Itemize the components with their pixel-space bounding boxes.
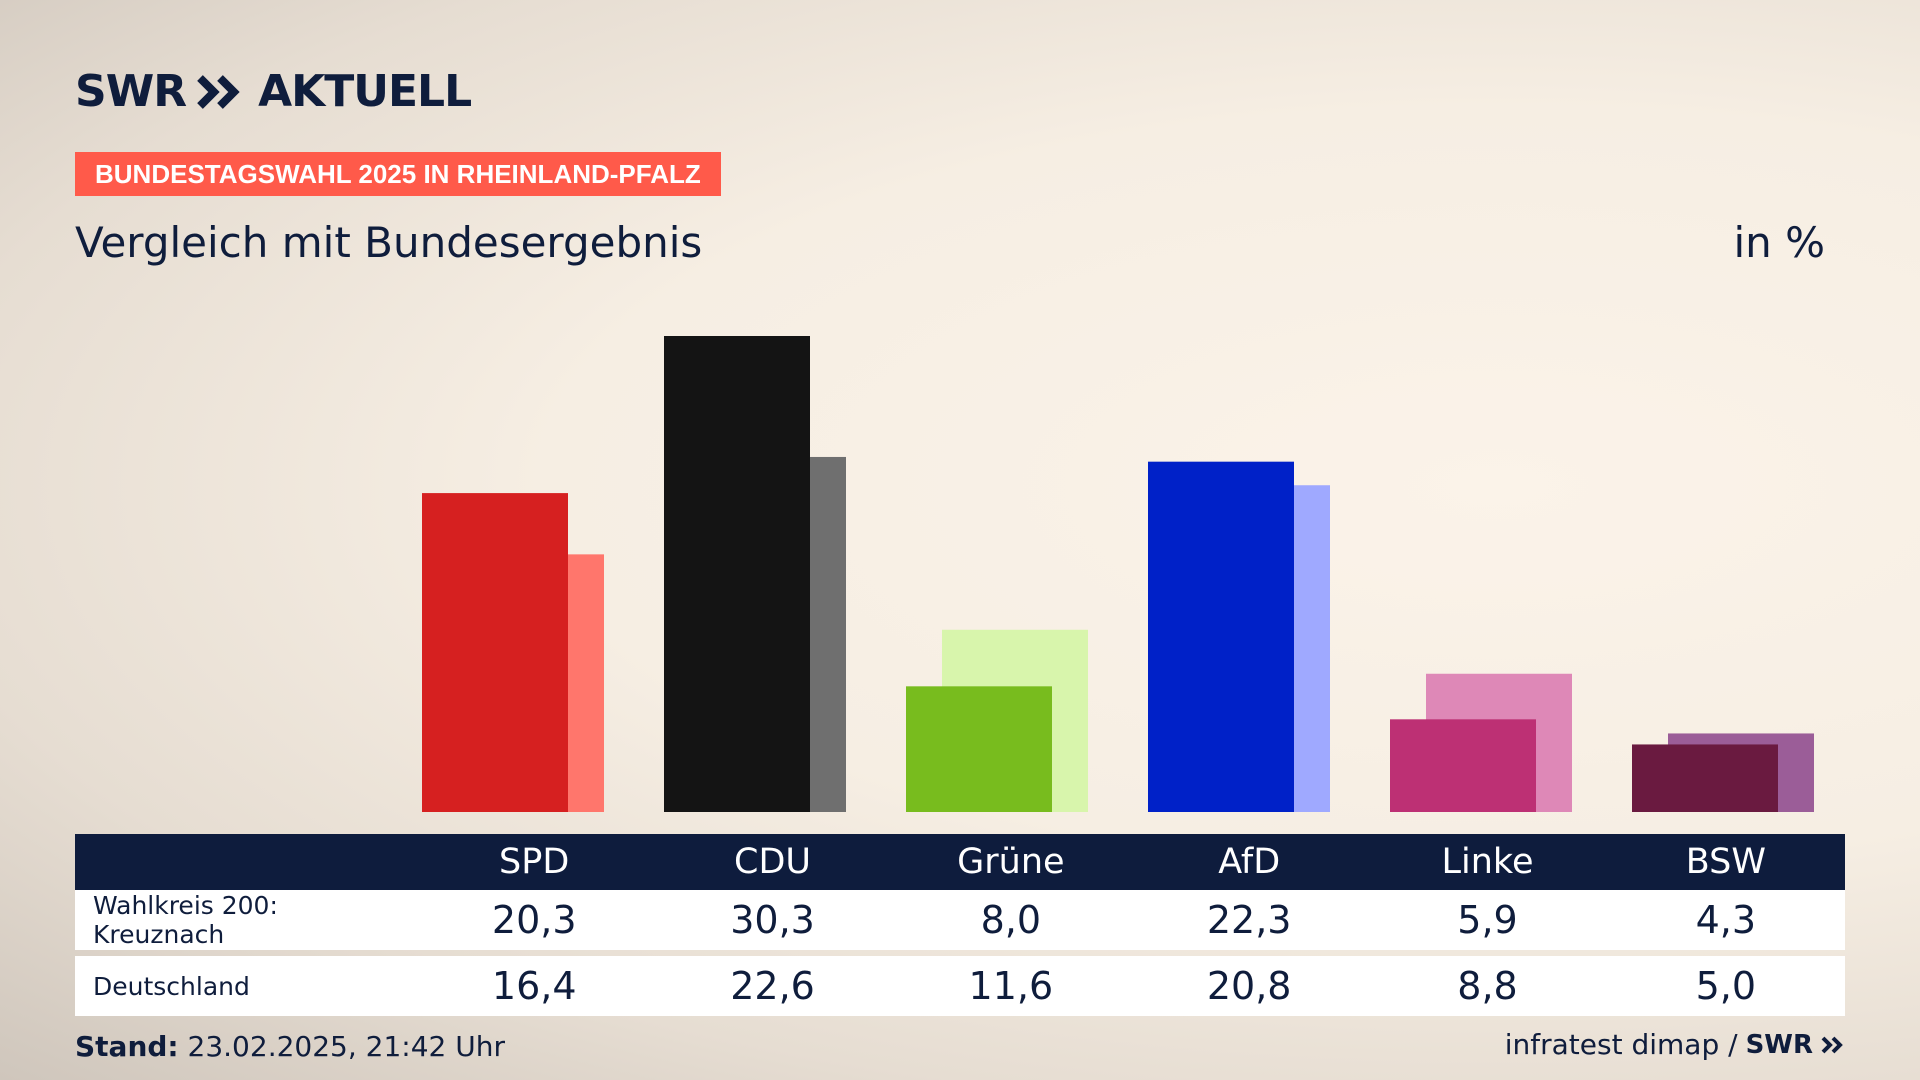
source-text: infratest dimap /: [1504, 1028, 1738, 1061]
value-cell: 20,3: [491, 898, 577, 942]
table-row: Wahlkreis 200: Kreuznach 20,3 30,3 8,0 2…: [75, 890, 1845, 950]
value-cell: 4,3: [1695, 898, 1757, 942]
value-cell: 8,8: [1457, 964, 1518, 1008]
row-label: Deutschland: [93, 971, 250, 1001]
election-tag: BUNDESTAGSWAHL 2025 IN RHEINLAND-PFALZ: [75, 152, 721, 196]
bar-wahlkreis-gruene: [906, 686, 1052, 812]
timestamp: Stand: 23.02.2025, 21:42 Uhr: [75, 1030, 505, 1063]
header-party-spd: SPD: [499, 842, 570, 882]
table-row: Deutschland 16,4 22,6 11,6 20,8 8,8 5,0: [75, 956, 1845, 1016]
table-header: SPD CDU Grüne AfD Linke BSW: [75, 834, 1845, 890]
header-party-linke: Linke: [1441, 842, 1534, 882]
value-cell: 16,4: [491, 964, 577, 1008]
brand-swr: SWR: [75, 66, 187, 117]
chevrons-icon: [1821, 1036, 1843, 1053]
timestamp-label: Stand:: [75, 1030, 179, 1063]
value-cell: 11,6: [968, 964, 1054, 1008]
value-cell: 22,3: [1206, 898, 1292, 942]
bar-wahlkreis-afd: [1148, 461, 1294, 812]
header-spacer: [75, 834, 415, 890]
bar-wahlkreis-cdu: [664, 336, 810, 812]
bar-wahlkreis-linke: [1390, 719, 1536, 812]
value-cell: 30,3: [730, 898, 815, 942]
value-cell: 5,9: [1457, 898, 1518, 942]
value-cell: 8,0: [980, 898, 1042, 942]
chart-subtitle: Vergleich mit Bundesergebnis: [75, 218, 703, 267]
brand-aktuell: AKTUELL: [258, 66, 472, 117]
row-label: Wahlkreis 200: Kreuznach: [93, 891, 278, 949]
brand-logo: SWR AKTUELL: [75, 66, 472, 117]
header-party-afd: AfD: [1218, 842, 1281, 882]
timestamp-value: 23.02.2025, 21:42 Uhr: [187, 1030, 505, 1063]
value-cell: 20,8: [1206, 964, 1292, 1008]
value-cell: 22,6: [730, 964, 815, 1008]
source-credit: infratest dimap / SWR: [1505, 1028, 1845, 1061]
header-party-cdu: CDU: [734, 842, 812, 882]
bar-wahlkreis-spd: [422, 493, 568, 812]
unit-label: in %: [1733, 218, 1825, 267]
header-party-gruene: Grüne: [957, 842, 1065, 882]
header-party-bsw: BSW: [1685, 842, 1766, 882]
bar-wahlkreis-bsw: [1632, 744, 1778, 812]
value-cell: 5,0: [1695, 964, 1757, 1008]
bar-chart: [422, 336, 1814, 812]
footer-logo: SWR: [1745, 1029, 1813, 1060]
chevrons-icon: [197, 74, 240, 109]
results-table: SPD CDU Grüne AfD Linke BSW Wahlkreis 20…: [75, 834, 1845, 1016]
